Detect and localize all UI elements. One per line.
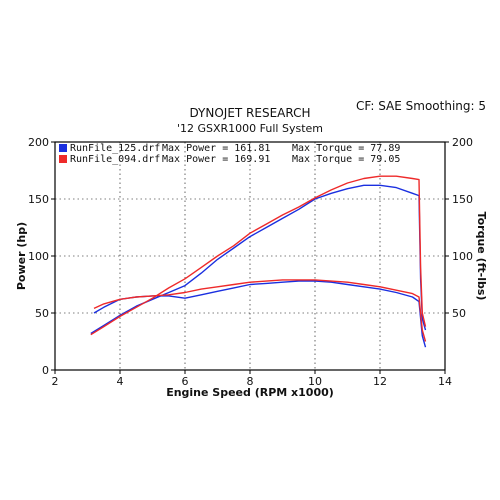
legend-torque-1: Max Torque = 77.89 (292, 143, 400, 154)
legend-power-1: Max Power = 161.81 (162, 143, 270, 154)
y-axis-label-left: Power (hp) (15, 222, 28, 290)
grid (55, 142, 445, 370)
y-ticks-right: 50 100 150 200 (445, 136, 473, 320)
x-axis-label: Engine Speed (RPM x1000) (166, 386, 334, 399)
x-tick-label: 12 (373, 375, 387, 388)
series-line-power-0 (90, 184, 427, 335)
series-line-torque-1 (93, 279, 427, 342)
x-tick-label: 4 (117, 375, 124, 388)
x-ticks: 2 4 6 8 10 12 14 (52, 370, 452, 388)
legend-swatch-2 (59, 155, 67, 163)
series-group (90, 175, 427, 348)
legend-file-1: RunFile_125.drf (70, 143, 160, 154)
chart-title: DYNOJET RESEARCH (189, 106, 310, 120)
legend-file-2: RunFile_094.drf (70, 154, 160, 165)
y-tick-label-right: 50 (452, 307, 466, 320)
y-tick-label-left: 0 (42, 364, 49, 377)
y-axis-label-right: Torque (ft-lbs) (475, 212, 488, 301)
y-tick-label-left: 50 (35, 307, 49, 320)
x-tick-label: 6 (182, 375, 189, 388)
y-tick-label-left: 100 (28, 250, 49, 263)
y-tick-label-left: 200 (28, 136, 49, 149)
legend-swatch-1 (59, 144, 67, 152)
x-tick-label: 2 (52, 375, 59, 388)
y-tick-label-right: 150 (452, 193, 473, 206)
y-tick-label-left: 150 (28, 193, 49, 206)
y-tick-label-right: 200 (452, 136, 473, 149)
legend-torque-2: Max Torque = 79.05 (292, 154, 400, 165)
x-tick-label: 14 (438, 375, 452, 388)
x-tick-label: 8 (247, 375, 254, 388)
series-line-power-1 (90, 175, 427, 336)
y-ticks-left: 0 50 100 150 200 (28, 136, 55, 377)
chart-subtitle: '12 GSXR1000 Full System (177, 122, 323, 135)
chart-info: CF: SAE Smoothing: 5 (356, 99, 486, 113)
y-tick-label-right: 100 (452, 250, 473, 263)
legend-power-2: Max Power = 169.91 (162, 154, 270, 165)
legend: RunFile_125.drf Max Power = 161.81 Max T… (59, 143, 400, 165)
x-tick-label: 10 (308, 375, 322, 388)
